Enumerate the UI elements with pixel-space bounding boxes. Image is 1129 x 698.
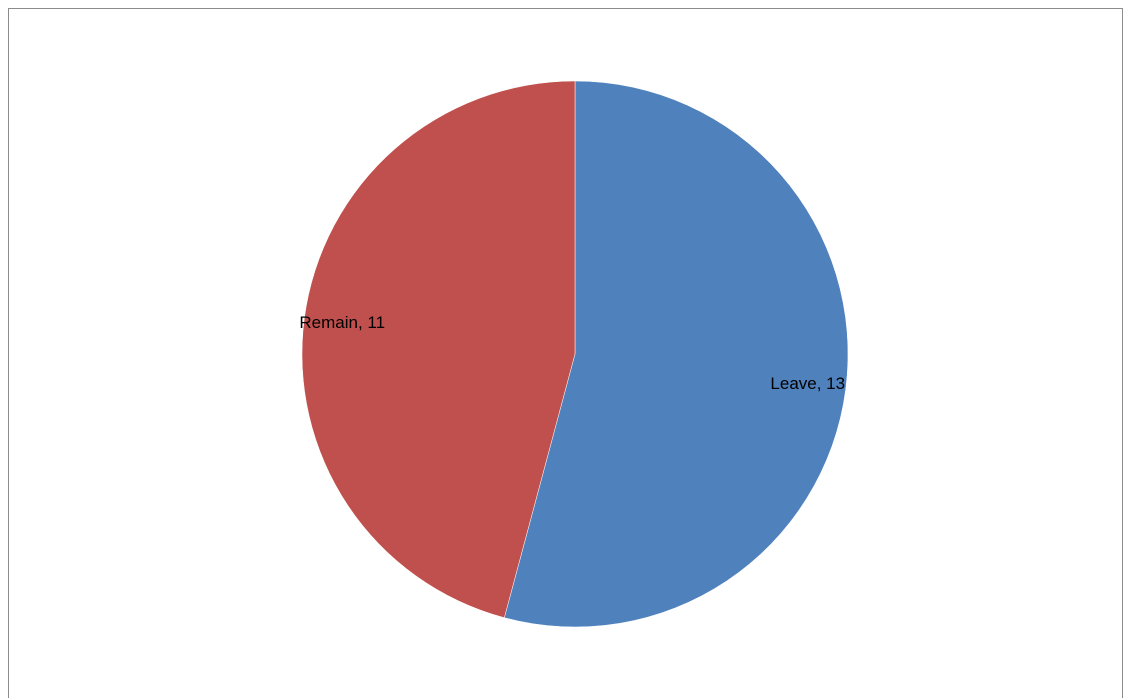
pie-slices xyxy=(301,80,849,628)
data-label-leave: Leave, 13 xyxy=(770,374,845,393)
pie-slice-remain xyxy=(301,80,576,619)
pie-slice-leave xyxy=(504,80,849,628)
data-label-remain: Remain, 11 xyxy=(299,313,385,332)
pie-data-labels: Leave, 13 Remain, 11 xyxy=(299,313,845,393)
